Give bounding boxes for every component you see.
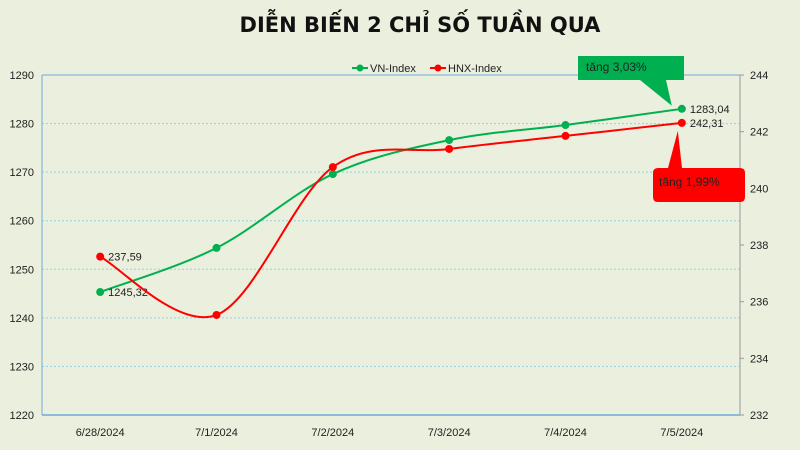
data-point [96,252,105,261]
callout-vn: tăng 3,03% [578,56,684,106]
data-point [212,243,221,252]
legend-item: VN-Index [352,63,416,75]
data-label: 242,31 [690,118,724,130]
x-tick-label: 7/4/2024 [544,427,587,439]
y-right-tick-label: 238 [750,240,768,252]
y-right-tick-label: 234 [750,353,768,365]
data-point [677,118,686,127]
data-label: 237,59 [108,252,142,264]
legend-label: HNX-Index [448,63,502,75]
legend-label: VN-Index [370,63,416,75]
data-label: 1283,04 [690,104,730,116]
data-point [328,170,337,179]
data-point [561,121,570,130]
y-left-tick-label: 1230 [10,361,34,373]
callout-text: tăng 1,99% [659,175,720,189]
y-left-tick-label: 1270 [10,167,34,179]
y-left-tick-label: 1220 [10,410,34,422]
y-right-tick-label: 242 [750,127,768,139]
series-vn-index: 1245,32 1283,04 [96,104,730,299]
y-left-tick-label: 1290 [10,70,34,82]
data-point [328,163,337,172]
callout-hnx: tăng 1,99% [653,130,745,202]
x-tick-label: 7/3/2024 [428,427,471,439]
data-point [445,144,454,153]
series-hnx-index: 237,59 242,31 [96,118,723,319]
legend-item: HNX-Index [430,63,502,75]
x-tick-label: 6/28/2024 [76,427,125,439]
chart-title: DIỄN BIẾN 2 CHỈ SỐ TUẦN QUA [240,9,602,37]
y-right-tick-label: 236 [750,297,768,309]
y-right-tick-label: 244 [750,70,768,82]
y-right-tick-label: 240 [750,183,768,195]
y-left-tick-label: 1280 [10,119,34,131]
y-left-tick-label: 1250 [10,264,34,276]
data-point [445,136,454,145]
y-left-tick-label: 1260 [10,216,34,228]
series-line [99,107,682,293]
y-left-tick-label: 1240 [10,313,34,325]
x-tick-label: 7/1/2024 [195,427,238,439]
x-tick-label: 7/2/2024 [311,427,354,439]
data-point [96,288,105,297]
data-point [212,310,221,319]
data-point [677,104,686,113]
series-line [99,121,682,319]
y-right-tick-label: 232 [750,410,768,422]
callout-text: tăng 3,03% [586,60,647,74]
data-label: 1245,32 [108,287,148,299]
data-point [561,131,570,140]
x-tick-label: 7/5/2024 [660,427,703,439]
